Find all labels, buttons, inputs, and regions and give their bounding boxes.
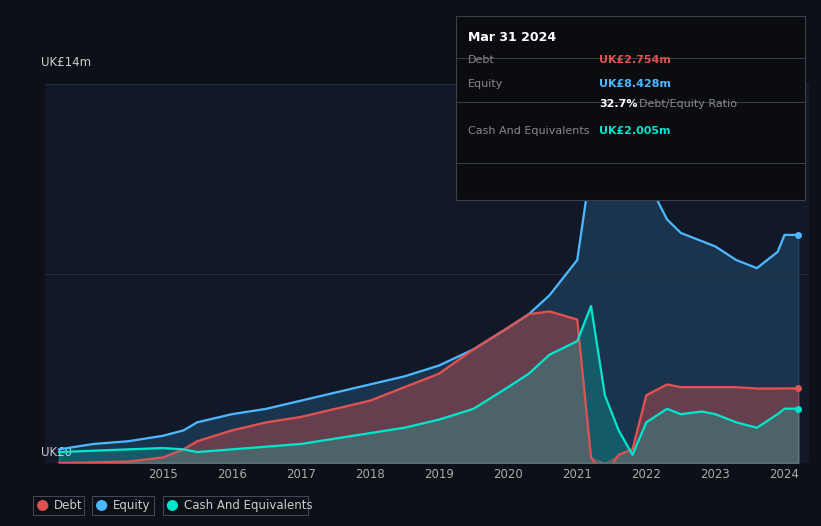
Text: UK£2.005m: UK£2.005m bbox=[599, 126, 671, 137]
Text: UK£0: UK£0 bbox=[41, 446, 72, 459]
Text: UK£14m: UK£14m bbox=[41, 56, 91, 69]
Text: Equity: Equity bbox=[113, 499, 150, 512]
Text: UK£2.754m: UK£2.754m bbox=[599, 55, 672, 66]
Text: Equity: Equity bbox=[468, 79, 503, 89]
Text: Debt: Debt bbox=[468, 55, 495, 66]
Text: Debt/Equity Ratio: Debt/Equity Ratio bbox=[639, 99, 736, 109]
Text: Debt: Debt bbox=[54, 499, 83, 512]
Text: UK£8.428m: UK£8.428m bbox=[599, 79, 672, 89]
Text: Cash And Equivalents: Cash And Equivalents bbox=[468, 126, 589, 137]
Text: 32.7%: 32.7% bbox=[599, 99, 638, 109]
Text: Cash And Equivalents: Cash And Equivalents bbox=[184, 499, 313, 512]
Text: Mar 31 2024: Mar 31 2024 bbox=[468, 32, 556, 44]
